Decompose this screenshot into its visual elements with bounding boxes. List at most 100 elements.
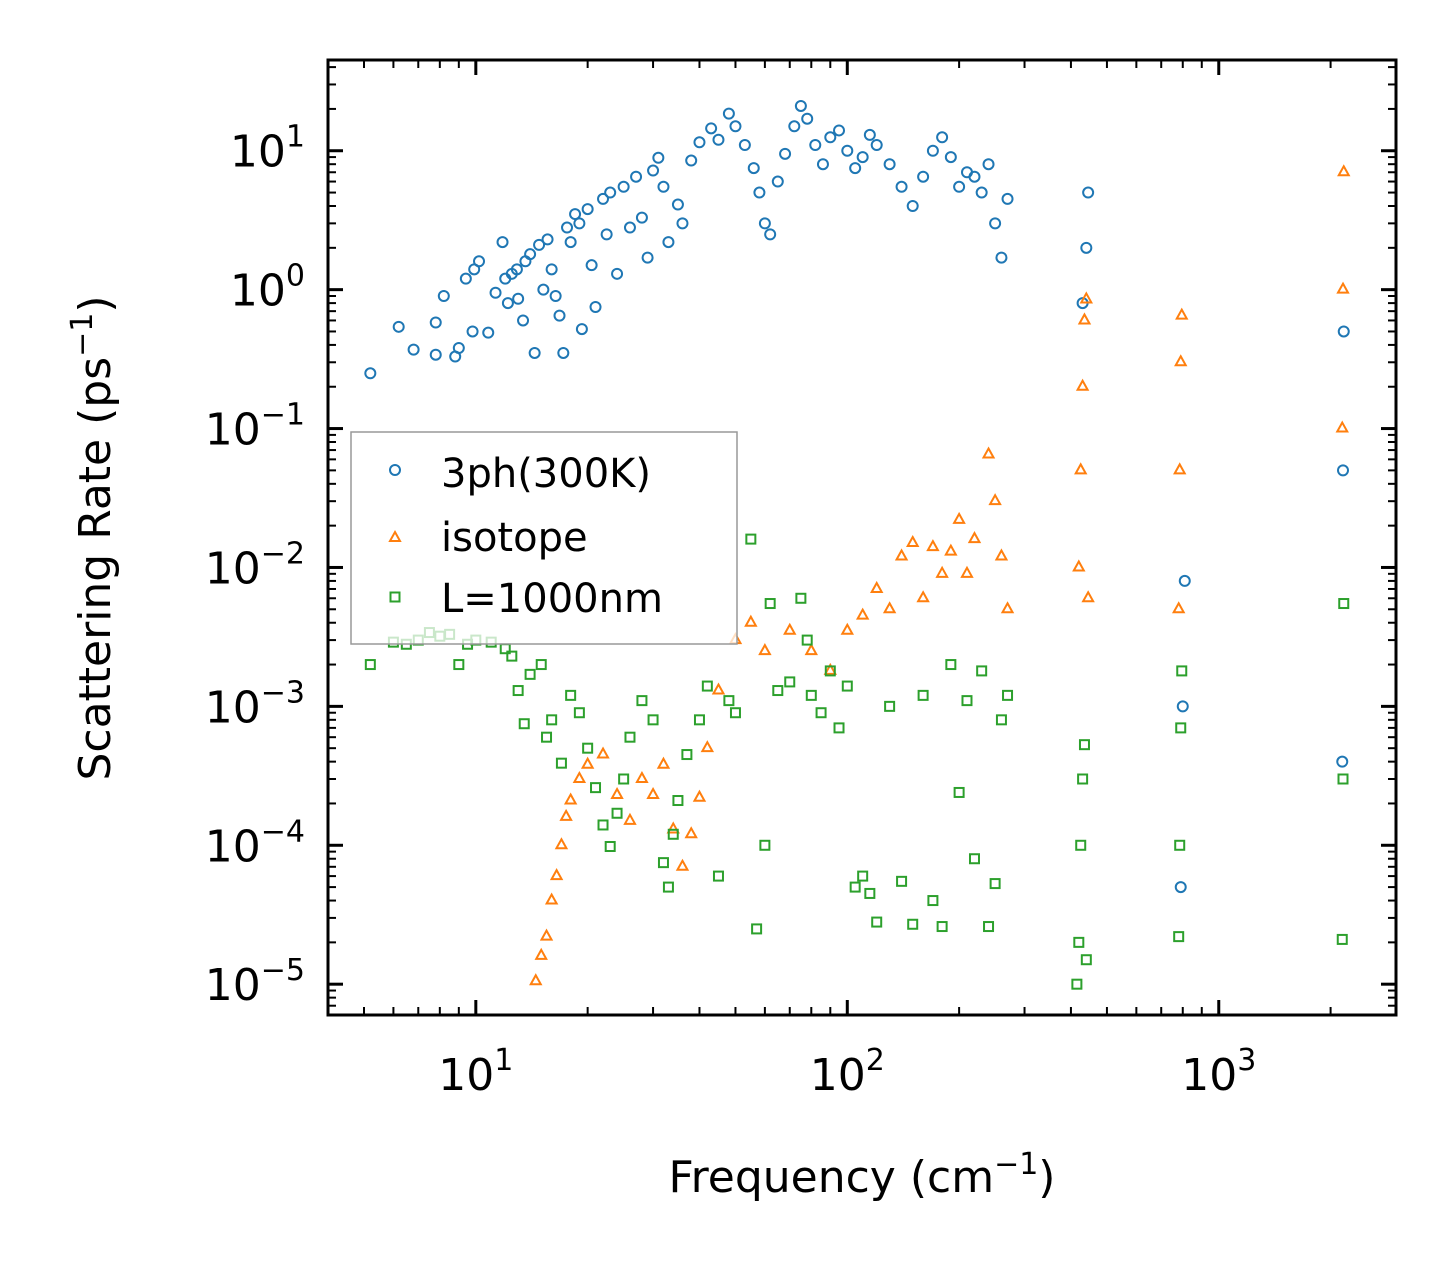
data-point: [1079, 291, 1094, 304]
data-point: [512, 685, 524, 697]
data-point: [506, 650, 518, 662]
data-point: [1176, 665, 1188, 677]
data-point: [917, 689, 929, 701]
data-point: [596, 746, 610, 759]
data-point: [684, 826, 698, 839]
data-point: [1337, 773, 1349, 785]
data-point: [805, 689, 817, 701]
data-point: [554, 837, 569, 850]
data-point: [882, 601, 897, 614]
data-point: [894, 548, 909, 561]
data-point: [512, 292, 525, 305]
data-point: [779, 147, 792, 160]
data-point: [541, 731, 553, 743]
data-point: [723, 695, 735, 707]
data-point: [961, 695, 973, 707]
data-point: [1071, 978, 1083, 990]
data-point: [916, 590, 930, 603]
data-point: [459, 272, 472, 285]
data-point: [572, 770, 587, 783]
legend-item-3ph: 3ph(300K): [389, 451, 651, 497]
data-point: [1335, 420, 1349, 433]
legend-label-isotope: isotope: [441, 515, 588, 561]
x-tick-exponent: 1: [494, 1043, 513, 1078]
data-point: [597, 819, 609, 831]
data-point: [744, 614, 758, 627]
data-point: [590, 782, 602, 794]
data-point: [833, 124, 846, 137]
data-point: [535, 659, 547, 671]
data-point: [524, 248, 537, 261]
data-point: [675, 858, 690, 871]
data-point: [801, 112, 814, 125]
data-point: [565, 689, 577, 701]
data-point: [623, 221, 636, 234]
x-axis-close-paren: ): [1038, 1152, 1055, 1203]
data-point: [712, 870, 724, 882]
data-point: [795, 592, 807, 604]
data-point: [641, 251, 654, 264]
data-point: [1173, 931, 1185, 943]
data-point: [630, 170, 643, 183]
x-tick-label: 103: [1181, 1043, 1256, 1101]
data-point: [1173, 462, 1187, 475]
data-point: [1080, 954, 1092, 966]
data-point: [681, 749, 693, 761]
data-point: [870, 580, 884, 593]
data-point: [672, 795, 684, 807]
y-tick-exponent: −3: [261, 675, 305, 710]
data-point: [944, 151, 957, 164]
data-point: [604, 840, 616, 852]
y-tick-label: 101: [230, 120, 305, 178]
data-point: [712, 133, 725, 146]
data-point: [856, 151, 869, 164]
data-point: [745, 533, 757, 545]
data-point: [855, 607, 870, 620]
data-point: [528, 346, 541, 359]
data-point: [823, 662, 837, 675]
data-point: [771, 175, 784, 188]
data-point: [729, 707, 741, 719]
data-point: [437, 290, 450, 303]
data-point: [1075, 839, 1087, 851]
x-axis-label: Frequency (cm−1): [669, 1147, 1056, 1203]
data-point: [738, 138, 751, 151]
data-point: [784, 676, 796, 688]
data-point: [1175, 722, 1187, 734]
data-point: [611, 267, 624, 280]
y-tick-exponent: 0: [286, 259, 305, 294]
data-point: [553, 309, 566, 322]
data-point: [575, 323, 588, 336]
x-axis-label-text: Frequency: [669, 1152, 896, 1203]
data-point: [636, 695, 648, 707]
y-axis-label-text: Scattering Rate: [70, 439, 121, 781]
data-point: [764, 228, 777, 241]
data-point: [518, 718, 530, 730]
data-point: [407, 343, 420, 356]
data-point: [849, 881, 861, 893]
y-tick-label: 100: [230, 259, 305, 317]
data-point: [692, 789, 707, 802]
data-point: [623, 812, 637, 825]
series-1: [364, 99, 1350, 894]
data-point: [600, 228, 613, 241]
series-3: [364, 533, 1350, 990]
data-point: [646, 786, 660, 800]
data-point: [871, 916, 883, 928]
data-point: [524, 668, 536, 680]
data-point: [794, 99, 807, 112]
data-point: [1175, 307, 1189, 320]
data-point: [1337, 164, 1351, 177]
y-axis-unit-exponent: −1: [65, 313, 100, 357]
data-point: [982, 158, 995, 171]
data-point: [582, 742, 594, 754]
y-tick-label: 10−3: [205, 675, 305, 733]
data-points-layer: [364, 99, 1351, 990]
data-point: [841, 680, 853, 692]
data-point: [635, 770, 649, 783]
data-point: [700, 740, 715, 753]
data-point: [824, 131, 837, 144]
data-point: [618, 773, 630, 785]
data-point: [1337, 464, 1350, 477]
